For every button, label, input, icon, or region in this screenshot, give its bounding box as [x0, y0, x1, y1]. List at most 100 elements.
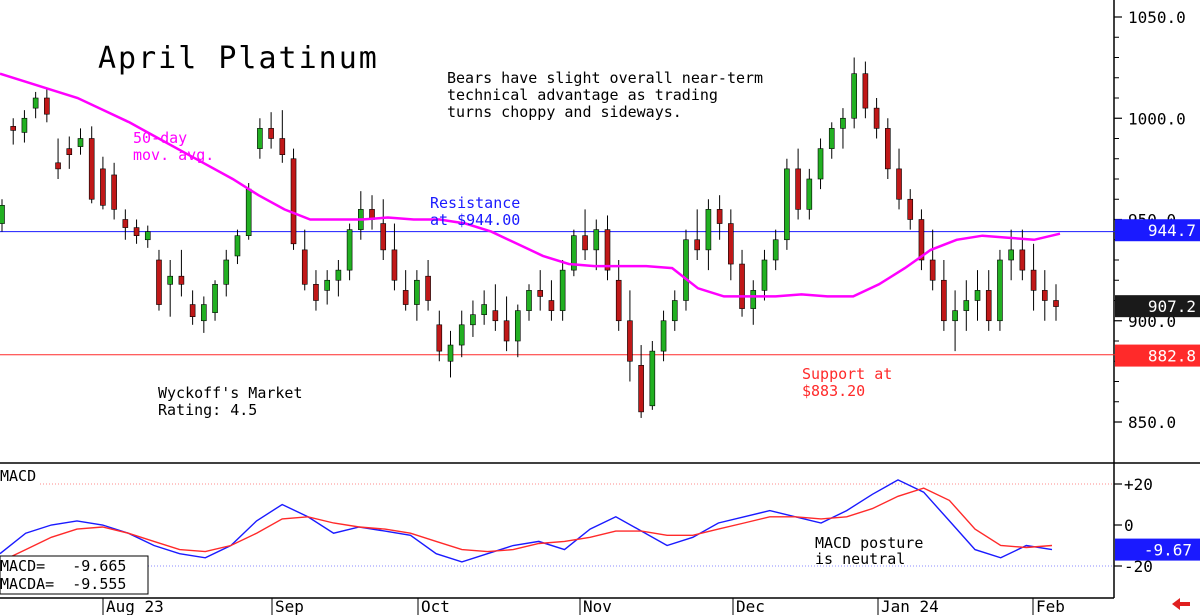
- macd-readout-value: MACD= -9.665: [0, 557, 126, 575]
- price-tick-label: 850.0: [1128, 413, 1176, 432]
- macd-value-tag-label: -9.67: [1144, 541, 1192, 560]
- candle-body: [335, 269, 342, 281]
- candle-body: [582, 235, 588, 251]
- candle-body: [604, 229, 611, 271]
- candle-body: [402, 290, 409, 305]
- commentary-line-3: turns choppy and sideways.: [447, 103, 682, 121]
- macd-readout-box: [0, 555, 149, 595]
- candle-body: [178, 275, 185, 285]
- candle-body: [840, 117, 846, 129]
- candle-body: [290, 158, 297, 245]
- candle-body: [795, 168, 801, 210]
- candle-body: [436, 324, 443, 352]
- candle-body: [111, 174, 117, 210]
- candle-body: [683, 239, 689, 301]
- candle-body: [929, 259, 936, 281]
- candle-body: [167, 275, 173, 285]
- candle-body: [537, 290, 544, 297]
- candle-body: [526, 290, 532, 311]
- support-resistance-lines: [0, 231, 1200, 356]
- candle-body: [1030, 269, 1037, 291]
- candle-body: [268, 128, 274, 139]
- candle-body: [885, 128, 891, 170]
- rating-label-line-1: Wyckoff's Market: [158, 384, 303, 402]
- candle-body: [223, 259, 230, 285]
- candle-body: [100, 168, 106, 206]
- left-arrow-icon[interactable]: [1172, 598, 1190, 610]
- ma-label-line-2: mov. avg.: [133, 146, 214, 164]
- rating-label-line-2: Rating: 4.5: [158, 401, 257, 419]
- candle-body: [862, 73, 869, 109]
- candle-body: [963, 300, 970, 311]
- support-label-line-2: $883.20: [802, 382, 865, 400]
- candle-body: [447, 344, 454, 362]
- candle-body: [548, 300, 555, 311]
- candle-body: [918, 219, 925, 261]
- candle-body: [189, 304, 196, 317]
- macd-series-line: [0, 479, 1053, 563]
- time-tick-label: Dec: [736, 597, 765, 615]
- candle-body: [997, 259, 1003, 322]
- candle-body: [896, 168, 902, 200]
- candle-body: [627, 320, 633, 362]
- price-tag-box: [1115, 295, 1200, 318]
- candle-body: [705, 209, 712, 251]
- macd-posture-line-1: MACD posture: [815, 534, 923, 552]
- candle-body: [638, 364, 644, 413]
- candle-body: [514, 310, 521, 342]
- candle-body: [974, 290, 981, 301]
- candle-body: [761, 259, 768, 291]
- price-tag-label: 882.8: [1148, 347, 1196, 366]
- candle-body: [66, 148, 73, 155]
- candle-body: [1008, 249, 1014, 261]
- support-label-line-1: Support at: [802, 365, 892, 383]
- candle-body: [784, 168, 790, 241]
- candle-body: [694, 239, 700, 251]
- candle-body: [44, 97, 50, 115]
- candle-body: [728, 223, 734, 265]
- candle-body: [324, 279, 330, 291]
- candle-body: [671, 300, 678, 322]
- candle-body: [492, 310, 499, 322]
- macd-value-tag: [1115, 538, 1200, 561]
- candle-body: [828, 128, 835, 149]
- macd-tick-label: +20: [1124, 475, 1153, 494]
- time-tick-label: Sep: [275, 597, 304, 615]
- candle-body: [873, 107, 880, 129]
- candle-body: [941, 279, 947, 322]
- candle-body: [571, 235, 577, 271]
- candle-body: [77, 138, 84, 147]
- candle-body: [470, 314, 476, 326]
- candle-body: [88, 138, 95, 200]
- candle-body: [851, 73, 857, 119]
- candle-body: [156, 259, 162, 305]
- candle-body: [201, 304, 207, 322]
- price-tag-label: 907.2: [1148, 297, 1196, 316]
- time-tick-label: Feb: [1036, 597, 1065, 615]
- price-tick-label: 1000.0: [1128, 109, 1186, 128]
- commentary-line-1: Bears have slight overall near-term: [447, 69, 763, 87]
- candle-body: [750, 290, 757, 309]
- candle-body: [615, 279, 622, 322]
- candle-body: [245, 188, 252, 237]
- candle-body: [739, 263, 745, 309]
- candle-body: [1041, 290, 1048, 301]
- candle-body: [55, 162, 61, 170]
- candle-body: [593, 229, 600, 251]
- candle-body: [772, 239, 779, 261]
- candle-body: [279, 138, 286, 156]
- price-tags: 944.7 907.2 882.8: [1115, 219, 1200, 367]
- macd-tick-label: 0: [1124, 516, 1134, 535]
- candle-body: [985, 290, 992, 322]
- macda-readout-value: MACDA= -9.555: [0, 575, 126, 593]
- candle-body: [1019, 249, 1026, 271]
- candle-body: [234, 235, 241, 257]
- candle-body: [380, 223, 387, 251]
- candle-body: [32, 97, 39, 109]
- candle-body: [346, 229, 353, 271]
- resistance-label-line-2: at $944.00: [430, 211, 520, 229]
- candle-body: [10, 126, 17, 131]
- price-tag-box: [1115, 219, 1200, 242]
- candle-body: [212, 283, 218, 313]
